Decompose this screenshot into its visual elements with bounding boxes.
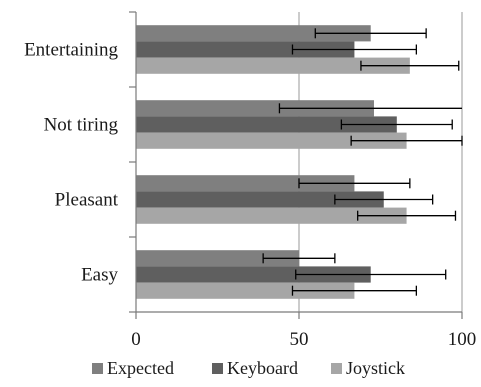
bar-keyboard-entertaining xyxy=(136,41,355,58)
bar-expected-entertaining xyxy=(136,25,371,42)
bar-joystick-entertaining xyxy=(136,57,410,74)
category-label-easy: Easy xyxy=(81,265,118,286)
bar-joystick-not-tiring xyxy=(136,132,407,149)
x-tick-label-50: 50 xyxy=(290,329,309,350)
bar-expected-not-tiring xyxy=(136,100,374,117)
x-tick-label-0: 0 xyxy=(131,329,141,350)
bar-keyboard-not-tiring xyxy=(136,116,397,133)
bar-expected-easy xyxy=(136,250,299,267)
legend-swatch-keyboard xyxy=(212,363,223,374)
legend-swatch-joystick xyxy=(331,363,342,374)
legend-label-expected: Expected xyxy=(107,358,174,378)
legend-swatch-expected xyxy=(92,363,103,374)
bar-expected-pleasant xyxy=(136,175,355,192)
bar-joystick-easy xyxy=(136,282,355,299)
bar-joystick-pleasant xyxy=(136,207,407,224)
legend-label-joystick: Joystick xyxy=(346,358,405,378)
category-label-not-tiring: Not tiring xyxy=(44,115,119,136)
x-tick-label-100: 100 xyxy=(448,329,477,350)
legend-label-keyboard: Keyboard xyxy=(227,358,298,378)
bar-keyboard-easy xyxy=(136,266,371,283)
category-label-pleasant: Pleasant xyxy=(55,190,119,211)
category-label-entertaining: Entertaining xyxy=(24,40,118,61)
bar-keyboard-pleasant xyxy=(136,191,384,208)
